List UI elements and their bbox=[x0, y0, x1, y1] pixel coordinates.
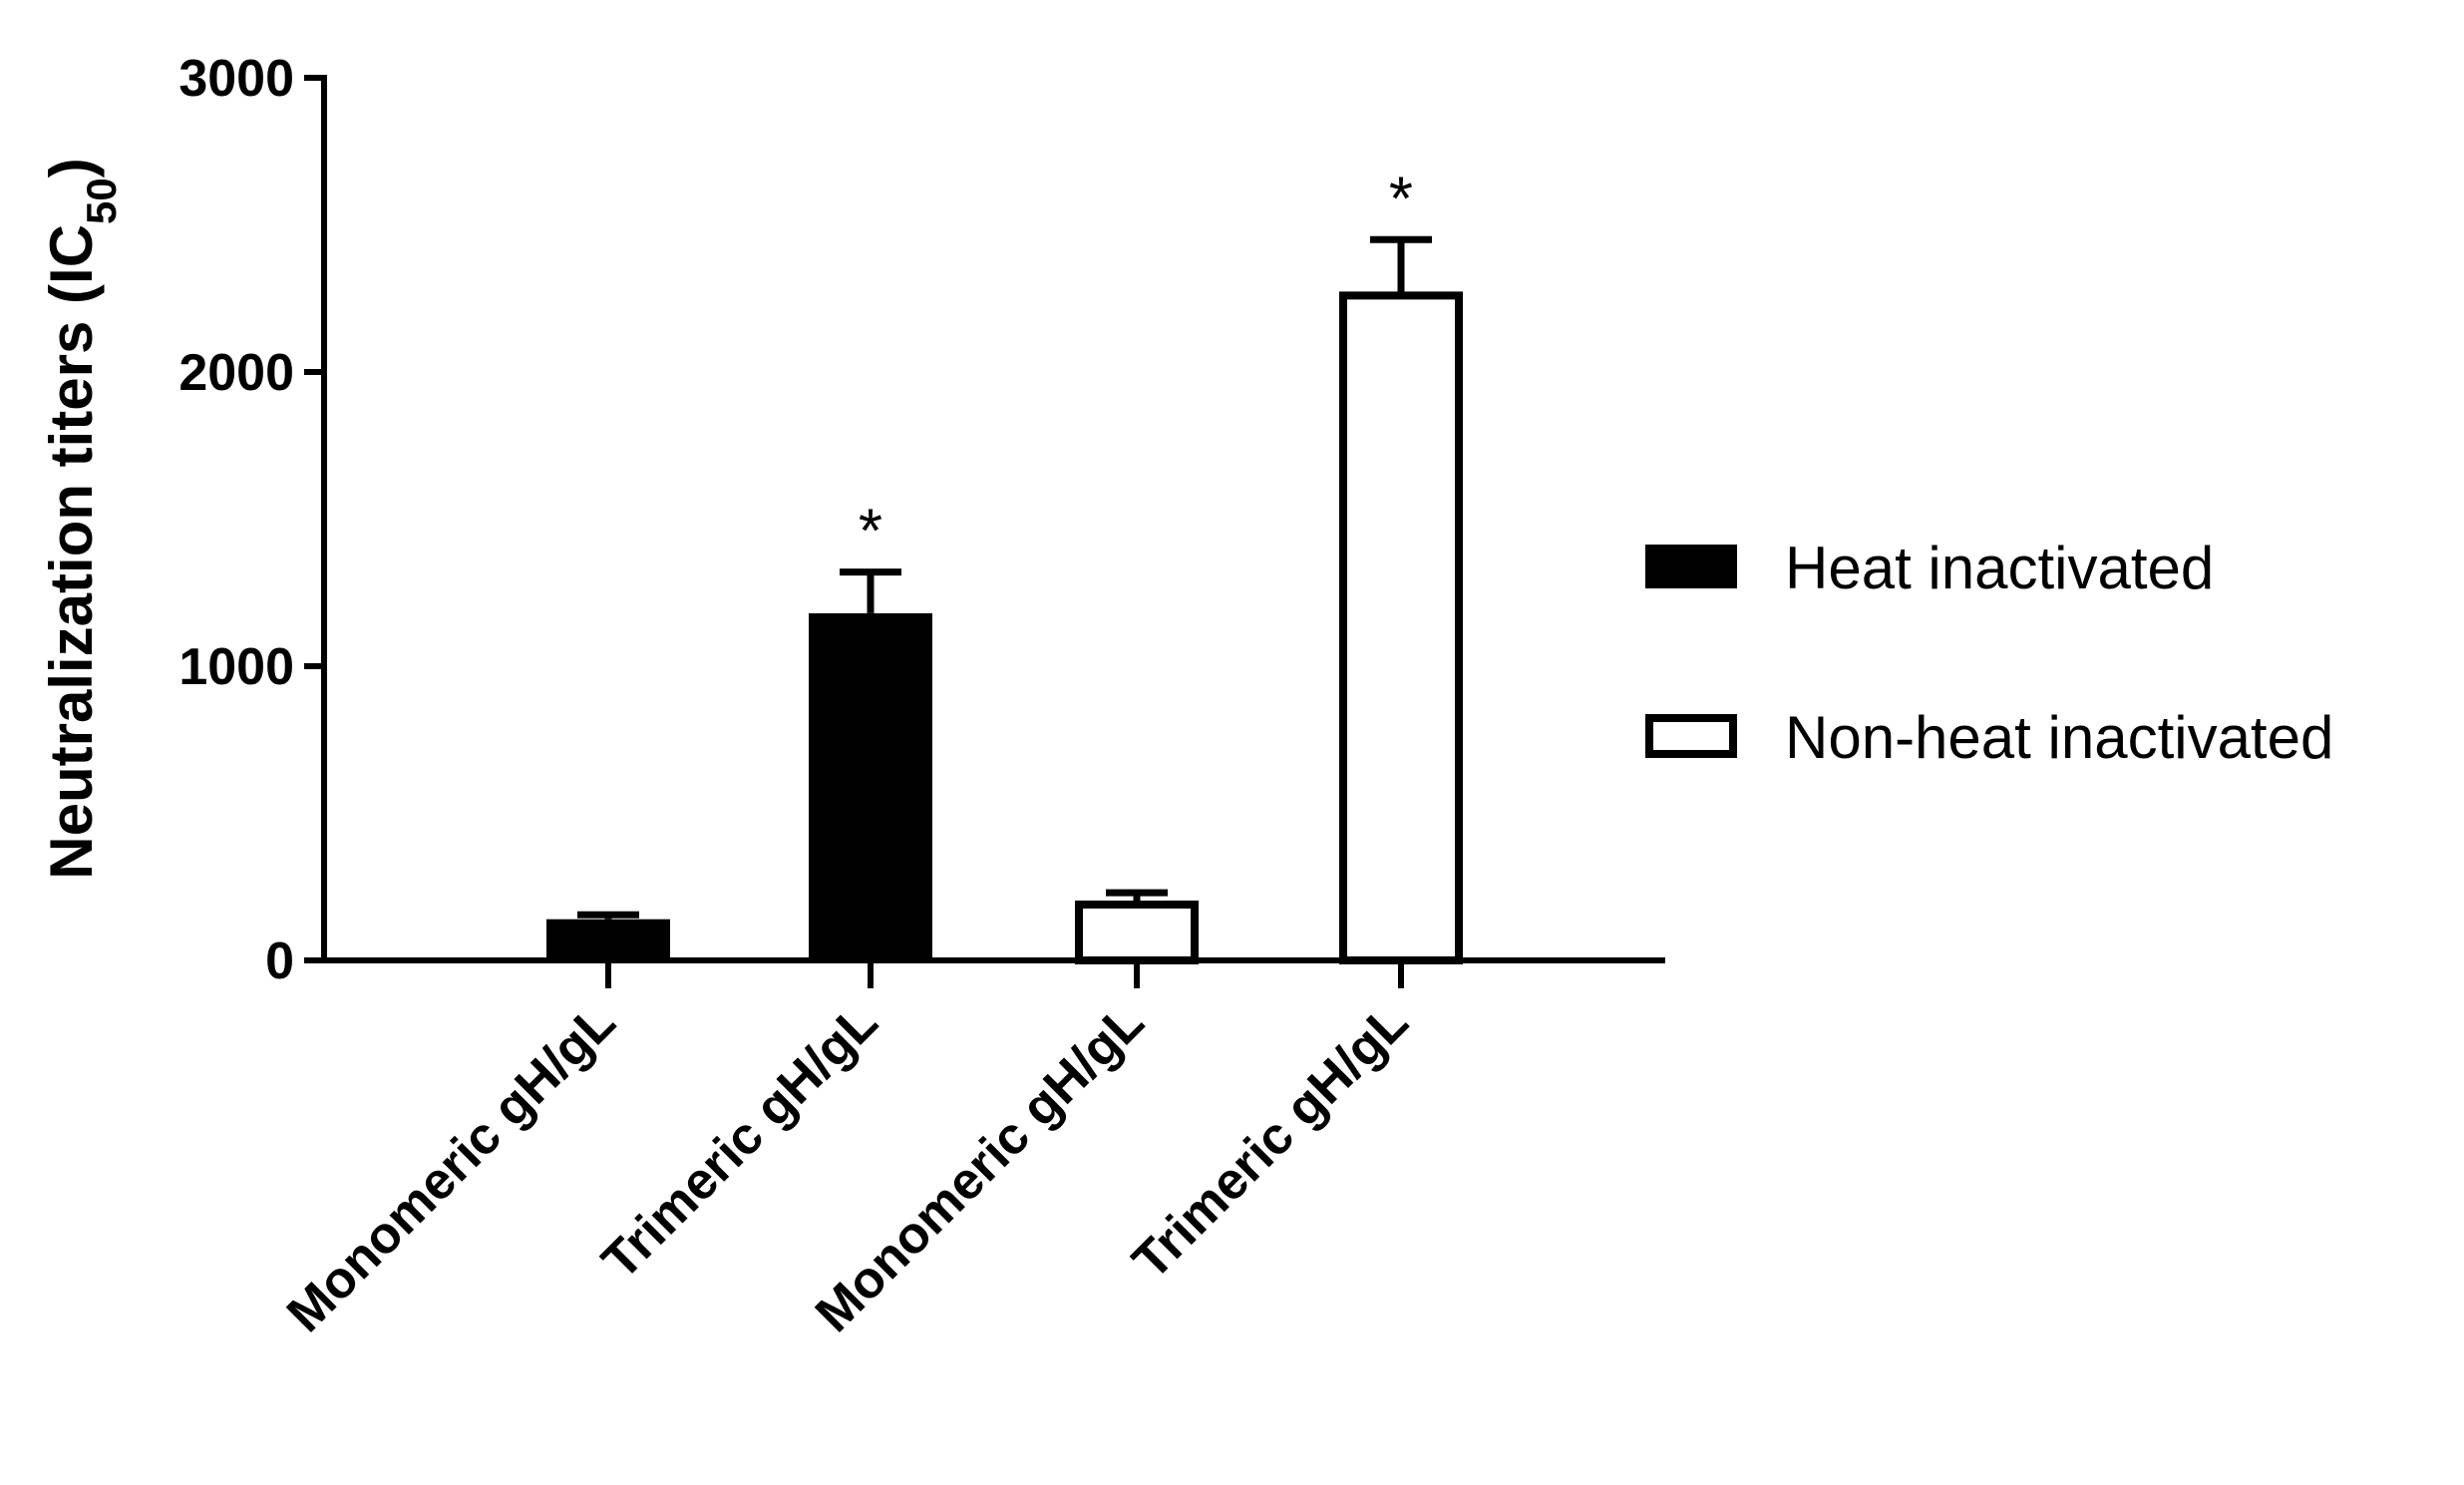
legend-label: Non-heat inactivated bbox=[1785, 704, 2333, 771]
y-axis-title-close: ) bbox=[38, 158, 105, 178]
significance-markers: ** bbox=[859, 165, 1413, 565]
x-tick-label: Trimeric gH/gL bbox=[591, 992, 888, 1290]
y-axis: 0 1000 2000 3000 bbox=[178, 50, 327, 990]
significance-asterisk: * bbox=[1389, 165, 1413, 233]
significance-asterisk: * bbox=[859, 498, 882, 566]
y-tick-label: 2000 bbox=[178, 344, 294, 402]
x-tick-label: Monomeric gH/gL bbox=[276, 992, 627, 1343]
error-bars-group bbox=[577, 235, 1432, 920]
y-tick-label: 1000 bbox=[178, 638, 294, 696]
y-tick-label: 3000 bbox=[178, 50, 294, 108]
x-tick-label: Trimeric gH/gL bbox=[1122, 992, 1419, 1290]
bar-heat bbox=[546, 919, 670, 960]
legend-swatch-heat bbox=[1645, 545, 1737, 588]
bars-group bbox=[546, 291, 1463, 965]
legend: Heat inactivated Non-heat inactivated bbox=[1645, 535, 2333, 771]
bar-heat bbox=[809, 612, 932, 960]
bar-nonheat bbox=[1339, 291, 1463, 965]
legend-label: Heat inactivated bbox=[1785, 535, 2214, 601]
y-axis-title-main: Neutralization titers (IC bbox=[38, 224, 105, 880]
legend-swatch-nonheat bbox=[1645, 714, 1737, 758]
y-tick-label: 0 bbox=[265, 932, 294, 990]
svg-text:Neutralization titers (IC50): Neutralization titers (IC50) bbox=[38, 158, 125, 879]
bar-nonheat bbox=[1075, 901, 1199, 964]
x-axis bbox=[321, 957, 1665, 988]
y-axis-title-subscript: 50 bbox=[78, 178, 125, 224]
y-axis-title: Neutralization titers (IC50) bbox=[38, 158, 125, 879]
